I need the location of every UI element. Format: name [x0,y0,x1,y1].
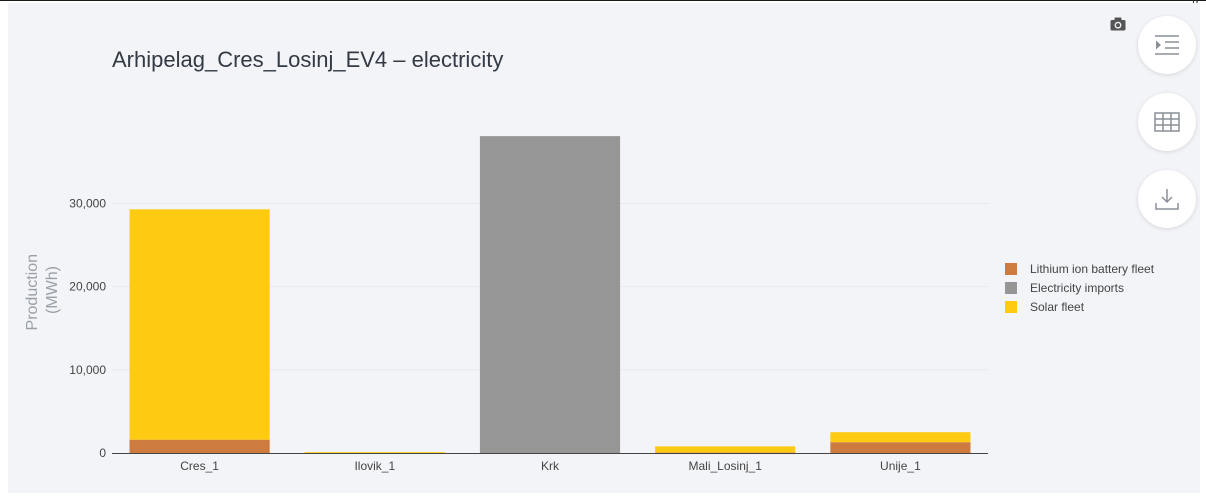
x-tick-label: Mali_Losinj_1 [689,459,763,473]
x-ticks: Cres_1 Ilovik_1 Krk Mali_Losinj_1 Unije_1 [180,459,921,473]
bar-Krk-electricity-imports[interactable] [479,136,621,453]
x-tick-label: Ilovik_1 [354,459,395,473]
bar-Cres_1-solar-fleet[interactable] [129,209,270,440]
y-ticks: 0 10,000 20,000 30,000 [69,196,106,460]
table-icon [1154,112,1180,132]
download-icon [1155,189,1179,210]
camera-icon[interactable] [1110,17,1126,31]
bar-Ilovik_1-solar-fleet[interactable] [304,452,445,454]
y-tick-label: 30,000 [69,196,106,210]
y-tick-label: 10,000 [69,363,106,377]
y-tick-label: 0 [99,446,106,460]
top-rule [0,0,1206,1]
legend-label: Lithium ion battery fleet [1030,261,1155,276]
legend-label: Electricity imports [1030,280,1125,295]
indent-list-button[interactable] [1138,16,1196,74]
legend-item-solar[interactable]: Solar fleet [1005,297,1154,316]
legend-label: Solar fleet [1030,299,1085,314]
x-tick-label: Cres_1 [180,459,219,473]
legend-item-battery[interactable]: Lithium ion battery fleet [1005,259,1154,278]
bar-Unije_1-lithium-ion-battery-fleet[interactable] [830,442,971,453]
table-button[interactable] [1138,93,1196,151]
bars [129,136,971,455]
indent-list-icon [1155,35,1179,55]
chart-title: Arhipelag_Cres_Losinj_EV4 – electricity [112,47,504,72]
y-axis-label: Production (MWh) [24,250,61,331]
bar-Mali_Losinj_1-solar-fleet[interactable] [655,446,796,453]
x-tick-label: Unije_1 [880,459,921,473]
legend: Lithium ion battery fleet Electricity im… [1005,259,1154,316]
legend-swatch [1005,281,1017,294]
bar-Cres_1-lithium-ion-battery-fleet[interactable] [129,439,270,453]
download-button[interactable] [1138,170,1196,228]
x-tick-label: Krk [541,459,560,473]
legend-swatch [1005,262,1017,275]
bar-Unije_1-solar-fleet[interactable] [830,432,971,443]
legend-swatch [1005,300,1017,313]
y-tick-label: 20,000 [69,280,106,294]
legend-item-imports[interactable]: Electricity imports [1005,278,1154,297]
